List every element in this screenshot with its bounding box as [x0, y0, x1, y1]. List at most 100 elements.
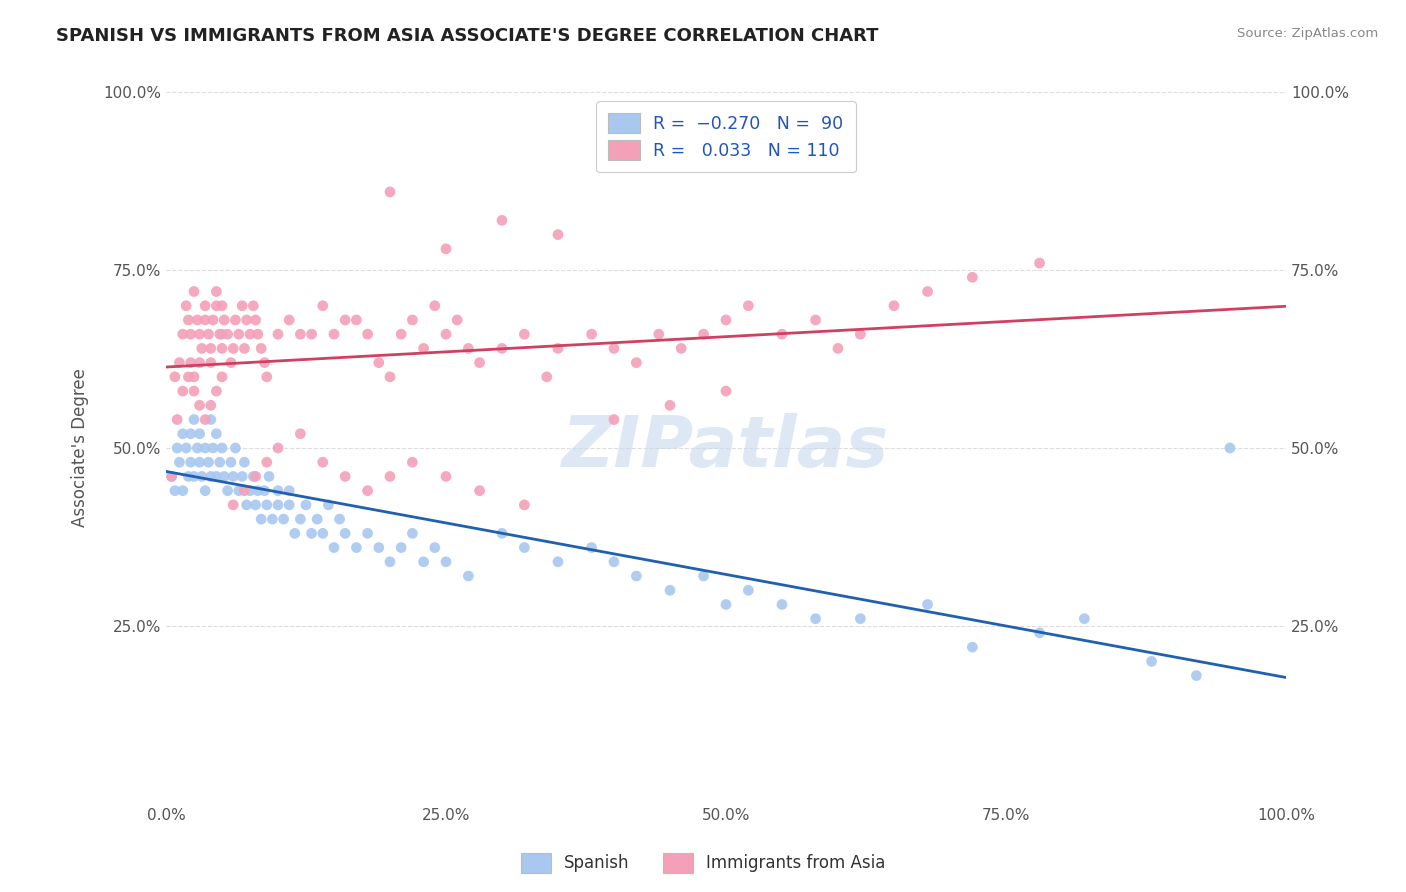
Point	[245, 498, 267, 512]
Point	[714, 598, 737, 612]
Point	[446, 313, 468, 327]
Point	[344, 313, 367, 327]
Point	[278, 498, 301, 512]
Point	[295, 498, 318, 512]
Point	[378, 185, 401, 199]
Point	[389, 541, 412, 555]
Point	[1028, 626, 1050, 640]
Point	[211, 299, 233, 313]
Point	[177, 369, 200, 384]
Point	[242, 299, 264, 313]
Point	[186, 441, 208, 455]
Point	[194, 299, 217, 313]
Point	[323, 541, 346, 555]
Point	[547, 555, 569, 569]
Point	[235, 498, 257, 512]
Point	[183, 412, 205, 426]
Point	[172, 384, 194, 398]
Point	[434, 555, 457, 569]
Point	[307, 512, 329, 526]
Point	[183, 285, 205, 299]
Point	[188, 455, 211, 469]
Point	[290, 512, 312, 526]
Point	[412, 555, 434, 569]
Point	[335, 469, 357, 483]
Point	[211, 369, 233, 384]
Point	[827, 342, 849, 356]
Point	[401, 455, 423, 469]
Point	[603, 412, 626, 426]
Point	[205, 384, 228, 398]
Point	[228, 483, 250, 498]
Point	[412, 342, 434, 356]
Point	[172, 327, 194, 342]
Point	[246, 483, 269, 498]
Point	[513, 541, 536, 555]
Point	[231, 299, 253, 313]
Point	[245, 313, 267, 327]
Point	[356, 526, 378, 541]
Point	[200, 342, 222, 356]
Point	[188, 398, 211, 412]
Point	[233, 455, 256, 469]
Point	[770, 327, 793, 342]
Text: Source: ZipAtlas.com: Source: ZipAtlas.com	[1237, 27, 1378, 40]
Point	[188, 327, 211, 342]
Point	[224, 313, 246, 327]
Point	[344, 541, 367, 555]
Point	[378, 469, 401, 483]
Point	[188, 356, 211, 370]
Point	[312, 526, 335, 541]
Point	[356, 327, 378, 342]
Point	[267, 327, 290, 342]
Point	[603, 342, 626, 356]
Point	[434, 327, 457, 342]
Point	[202, 441, 225, 455]
Point	[211, 327, 233, 342]
Point	[378, 369, 401, 384]
Point	[219, 455, 242, 469]
Point	[491, 213, 513, 227]
Point	[202, 313, 225, 327]
Point	[242, 469, 264, 483]
Point	[262, 512, 284, 526]
Legend: Spanish, Immigrants from Asia: Spanish, Immigrants from Asia	[515, 847, 891, 880]
Point	[547, 342, 569, 356]
Point	[211, 441, 233, 455]
Point	[434, 242, 457, 256]
Point	[233, 342, 256, 356]
Point	[457, 569, 479, 583]
Point	[737, 583, 759, 598]
Point	[231, 469, 253, 483]
Point	[246, 327, 269, 342]
Point	[245, 469, 267, 483]
Point	[491, 526, 513, 541]
Point	[228, 327, 250, 342]
Point	[256, 498, 278, 512]
Point	[250, 342, 273, 356]
Point	[312, 455, 335, 469]
Point	[648, 327, 671, 342]
Point	[770, 598, 793, 612]
Point	[401, 313, 423, 327]
Point	[163, 483, 186, 498]
Point	[239, 483, 262, 498]
Point	[962, 270, 984, 285]
Point	[250, 512, 273, 526]
Point	[235, 313, 257, 327]
Point	[172, 426, 194, 441]
Point	[186, 313, 208, 327]
Point	[1073, 612, 1095, 626]
Point	[290, 426, 312, 441]
Point	[301, 526, 323, 541]
Point	[194, 441, 217, 455]
Point	[169, 356, 191, 370]
Point	[267, 498, 290, 512]
Point	[166, 412, 188, 426]
Point	[626, 356, 648, 370]
Point	[180, 356, 202, 370]
Point	[378, 555, 401, 569]
Point	[389, 327, 412, 342]
Point	[329, 512, 352, 526]
Point	[194, 483, 217, 498]
